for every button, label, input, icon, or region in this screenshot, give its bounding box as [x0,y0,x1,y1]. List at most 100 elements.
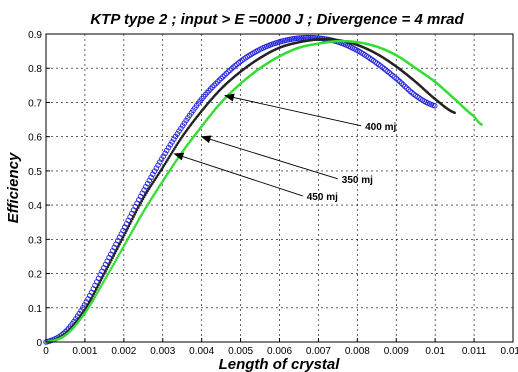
data-point [127,224,131,228]
data-point [169,139,175,145]
data-point [167,156,170,160]
data-point [106,273,110,276]
data-point [117,245,120,248]
data-point [100,283,104,286]
data-point [96,285,99,289]
data-point [120,248,124,251]
data-point [91,294,94,298]
data-point [149,198,153,201]
y-axis-label: Efficiency [5,152,22,223]
data-point [169,152,173,156]
data-point [163,162,167,166]
data-point [145,191,148,195]
data-point [158,156,165,162]
data-point [227,67,233,74]
data-point [161,166,165,169]
data-point [127,235,131,239]
x-tick-label: 0.004 [189,346,214,357]
data-point [87,305,91,308]
data-point [214,79,221,85]
data-point [132,227,135,231]
data-point [148,199,152,203]
annotation-label: 450 mj [307,192,338,203]
data-point [117,254,120,258]
data-point [125,229,128,232]
data-point [141,211,145,214]
data-point [298,35,305,41]
data-point [151,168,158,174]
data-point [105,275,109,278]
data-point [106,265,110,269]
data-point [90,296,93,300]
x-tick-label: 0.007 [306,346,331,357]
data-point [118,242,121,246]
data-point [397,78,403,85]
series-1 [43,34,438,345]
data-point [140,213,144,216]
data-point [93,295,97,299]
data-point [131,229,134,233]
data-point [87,301,91,304]
annotation-arrow [173,152,303,197]
data-point [103,272,106,275]
data-point [398,80,405,86]
data-point [128,222,132,225]
y-tick-label: 0.3 [28,235,42,246]
data-point [172,133,179,140]
data-point [142,195,146,199]
data-point [129,219,133,223]
data-point [157,159,163,165]
data-point [119,250,123,253]
data-point [400,82,407,88]
data-point [138,204,141,207]
data-point [104,277,107,280]
y-tick-label: 0.9 [28,30,42,41]
y-tick-label: 0.7 [28,98,42,109]
data-point [132,215,135,218]
data-point [139,201,142,205]
data-point [453,111,456,115]
data-point [124,231,127,235]
data-point [112,262,116,266]
data-point [128,233,132,237]
data-point [162,150,168,157]
data-point [101,281,105,284]
data-point [143,207,147,211]
data-point [147,201,151,205]
data-point [404,85,410,91]
x-axis-label: Length of crystal [219,356,341,372]
data-point [209,84,216,90]
grid-lines [46,34,513,342]
data-point [405,86,412,93]
data-point [92,292,96,296]
x-tick-label: 0.001 [72,346,97,357]
data-point [107,271,111,274]
data-point [126,237,130,241]
series-3 [44,39,483,344]
data-point [103,279,106,282]
data-point [225,69,231,75]
annotation-arrow [200,135,338,180]
data-point [211,82,217,89]
data-point [167,142,174,148]
data-point [153,165,160,171]
data-point [297,35,303,41]
data-point [395,77,401,83]
data-point [100,276,104,280]
x-tick-label: 0.002 [111,346,136,357]
data-point [97,289,100,292]
data-point [142,209,146,212]
annotations: 400 mj 350 mj 450 mj [173,93,396,203]
data-point [108,268,112,272]
data-point [118,252,121,256]
data-point [111,256,114,260]
data-point [135,221,139,224]
data-point [81,302,88,308]
data-point [97,283,100,287]
x-tick-label: 0.003 [150,346,175,357]
data-point [171,149,175,152]
data-point [166,158,169,162]
data-point [113,252,117,255]
data-point [129,231,133,235]
data-point [432,103,438,109]
